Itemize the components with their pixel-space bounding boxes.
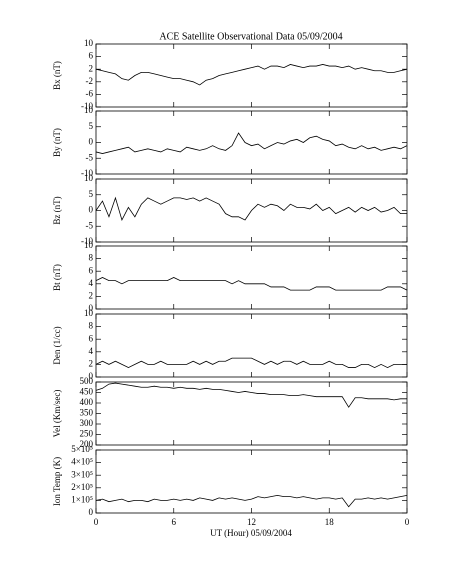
y-tick-label: 2 — [89, 358, 94, 368]
y-tick-label: 4×10⁵ — [71, 457, 93, 467]
data-line — [95, 382, 407, 408]
y-tick-label: 3×10⁵ — [71, 469, 93, 479]
x-tick-label: 0 — [94, 517, 99, 527]
y-tick-label: -5 — [86, 220, 94, 230]
data-line — [95, 277, 408, 291]
y-tick-label: 350 — [80, 408, 94, 418]
y-tick-label: 5 — [89, 189, 94, 199]
y-tick-label: 2 — [89, 63, 94, 73]
x-axis-label: UT (Hour) 05/09/2004 — [210, 528, 292, 538]
y-tick-label: 4 — [89, 346, 94, 356]
y-tick-label: 10 — [84, 105, 94, 115]
chart-title: ACE Satellite Observational Data 05/09/2… — [159, 31, 342, 42]
y-tick-label: 6 — [89, 265, 94, 275]
y-tick-label: 200 — [80, 439, 94, 449]
data-line — [95, 196, 407, 222]
y-tick-label: -10 — [81, 101, 93, 111]
y-tick-label: -6 — [86, 88, 94, 98]
y-tick-label: 2 — [89, 290, 94, 300]
y-tick-label: 500 — [80, 376, 94, 386]
y-tick-label: 5 — [89, 121, 94, 131]
y-tick-label: 6 — [89, 51, 94, 61]
y-tick-label: -10 — [81, 168, 93, 178]
y-axis-label: Ion Temp (K) — [52, 457, 62, 506]
y-tick-label: 0 — [89, 205, 94, 215]
y-tick-label: 2×10⁵ — [71, 482, 93, 492]
y-axis-label: Vel (Km/sec) — [52, 390, 62, 438]
y-tick-label: 10 — [84, 240, 94, 250]
y-tick-label: 10 — [84, 173, 94, 183]
x-tick-label: 18 — [325, 517, 335, 527]
y-tick-label: 8 — [89, 253, 94, 263]
x-tick-label: 0 — [405, 517, 410, 527]
y-tick-label: 0 — [89, 507, 94, 517]
y-tick-label: 1×10⁵ — [71, 494, 93, 504]
y-tick-label: 250 — [80, 429, 94, 439]
data-line — [95, 132, 408, 154]
y-tick-label: -2 — [86, 76, 94, 86]
y-tick-label: 0 — [89, 371, 94, 381]
y-tick-label: 0 — [89, 137, 94, 147]
y-tick-label: 400 — [80, 397, 94, 407]
data-line — [95, 64, 408, 86]
y-tick-label: 10 — [84, 38, 94, 48]
y-tick-label: 6 — [89, 333, 94, 343]
y-axis-label: Bz (nT) — [52, 196, 62, 224]
y-tick-label: 4 — [89, 278, 94, 288]
x-tick-label: 12 — [247, 517, 256, 527]
y-axis-label: By (nT) — [52, 128, 62, 157]
y-axis-label: Den (1/cc) — [52, 326, 62, 364]
y-tick-label: 5×10⁵ — [71, 444, 93, 454]
y-tick-label: -10 — [81, 236, 93, 246]
y-tick-label: 8 — [89, 321, 94, 331]
data-line — [95, 494, 408, 508]
y-axis-label: Bx (nT) — [52, 61, 62, 90]
x-tick-label: 6 — [172, 517, 177, 527]
y-tick-label: 0 — [89, 303, 94, 313]
y-tick-label: -5 — [86, 152, 94, 162]
y-tick-label: 450 — [80, 387, 94, 397]
data-line — [95, 357, 407, 368]
y-axis-label: Bt (nT) — [52, 264, 62, 291]
y-tick-label: 300 — [80, 418, 94, 428]
y-tick-label: 10 — [84, 308, 94, 318]
